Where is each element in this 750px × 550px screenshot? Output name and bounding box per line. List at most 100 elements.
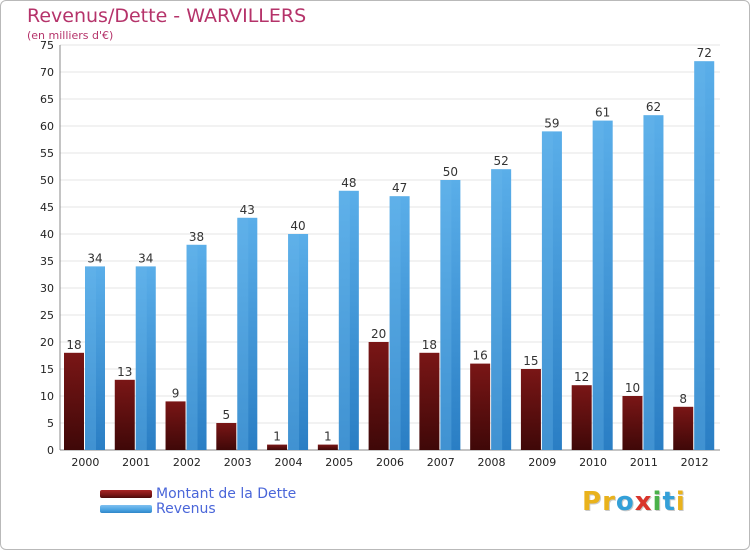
x-tick-label: 2012 <box>681 456 709 469</box>
bar-dette <box>267 444 288 450</box>
x-tick-label: 2009 <box>528 456 556 469</box>
bar-dette <box>470 363 491 450</box>
bar-revenus <box>237 217 258 450</box>
x-tick-label: 2010 <box>579 456 607 469</box>
x-tick-label: 2004 <box>274 456 302 469</box>
bar-revenus-highlight <box>694 61 706 450</box>
logo-letter: t <box>662 487 676 517</box>
bar-revenus <box>491 169 512 450</box>
bar-dette <box>216 423 237 450</box>
bar-revenus <box>694 61 715 450</box>
data-label-revenus: 40 <box>290 219 305 233</box>
data-label-revenus: 48 <box>341 176 356 190</box>
logo-letter: x <box>634 487 653 517</box>
data-label-dette: 8 <box>679 392 687 406</box>
bar-revenus-highlight <box>643 115 655 450</box>
bar-revenus <box>389 196 410 450</box>
y-tick-label: 75 <box>40 39 54 52</box>
data-label-dette: 13 <box>117 365 132 379</box>
bar-dette <box>520 369 541 450</box>
bar-revenus-highlight <box>338 190 350 451</box>
chart-title: Revenus/Dette - WARVILLERS <box>27 5 307 27</box>
data-label-revenus: 34 <box>138 251 153 265</box>
bar-revenus-highlight <box>491 169 503 450</box>
logo-letter: P <box>582 487 603 517</box>
data-label-dette: 18 <box>422 338 437 352</box>
y-tick-label: 35 <box>40 255 54 268</box>
bar-revenus <box>592 120 613 450</box>
data-label-revenus: 72 <box>697 46 712 60</box>
bar-revenus-highlight <box>85 266 96 450</box>
x-tick-label: 2001 <box>122 456 150 469</box>
data-label-revenus: 59 <box>544 116 559 130</box>
y-tick-label: 50 <box>40 174 54 187</box>
bar-dette <box>622 396 643 450</box>
data-label-revenus: 38 <box>189 230 204 244</box>
data-label-revenus: 43 <box>240 203 255 217</box>
y-tick-label: 10 <box>40 390 54 403</box>
y-tick-label: 0 <box>47 444 54 457</box>
y-tick-label: 5 <box>47 417 54 430</box>
data-label-dette: 1 <box>324 430 332 444</box>
bar-revenus-highlight <box>237 217 249 450</box>
y-tick-label: 70 <box>40 66 54 79</box>
x-tick-label: 2002 <box>173 456 201 469</box>
data-label-revenus: 34 <box>87 251 102 265</box>
data-label-revenus: 62 <box>646 100 661 114</box>
chart-subtitle: (en milliers d'€) <box>27 29 114 42</box>
y-tick-label: 65 <box>40 93 54 106</box>
data-label-dette: 20 <box>371 327 386 341</box>
data-label-revenus: 61 <box>595 106 610 120</box>
legend-label-dette: Montant de la Dette <box>156 486 297 502</box>
bar-dette <box>368 342 389 450</box>
logo-letter: o <box>615 487 635 517</box>
legend-label-revenus: Revenus <box>156 501 216 517</box>
bar-revenus-highlight <box>592 120 604 450</box>
x-tick-label: 2011 <box>630 456 658 469</box>
x-tick-label: 2007 <box>427 456 455 469</box>
y-tick-label: 40 <box>40 228 54 241</box>
data-label-revenus: 50 <box>443 165 458 179</box>
legend-swatch-dette <box>100 490 152 498</box>
bar-revenus-highlight <box>135 266 147 450</box>
bar-dette <box>317 444 338 450</box>
data-label-dette: 18 <box>66 338 81 352</box>
y-tick-label: 45 <box>40 201 54 214</box>
bar-revenus <box>440 180 461 450</box>
logo-letter: r <box>602 487 616 517</box>
bar-revenus <box>541 131 562 450</box>
data-label-dette: 16 <box>473 349 488 363</box>
bar-revenus <box>186 244 207 450</box>
data-label-revenus: 52 <box>494 154 509 168</box>
data-label-revenus: 47 <box>392 181 407 195</box>
legend-swatch-revenus <box>100 505 152 513</box>
logo-letter: i <box>675 487 686 517</box>
y-tick-label: 15 <box>40 363 54 376</box>
bar-dette <box>64 352 84 450</box>
bar-revenus <box>643 115 664 450</box>
data-label-dette: 12 <box>574 370 589 384</box>
bar-dette <box>419 352 440 450</box>
x-tick-label: 2006 <box>376 456 404 469</box>
data-label-dette: 10 <box>625 381 640 395</box>
bar-revenus-highlight <box>440 180 452 450</box>
bar-revenus <box>85 266 105 450</box>
x-tick-label: 2003 <box>224 456 252 469</box>
y-tick-label: 60 <box>40 120 54 133</box>
bar-revenus-highlight <box>541 131 553 450</box>
bar-revenus <box>288 234 309 450</box>
bar-revenus-highlight <box>288 234 300 450</box>
data-label-dette: 1 <box>273 430 281 444</box>
data-label-dette: 5 <box>222 408 230 422</box>
data-label-dette: 15 <box>523 354 538 368</box>
bar-revenus <box>135 266 156 450</box>
logo-letter: i <box>652 487 663 517</box>
bar-revenus-highlight <box>389 196 401 450</box>
y-tick-label: 20 <box>40 336 54 349</box>
bar-dette <box>571 385 592 450</box>
x-tick-label: 2008 <box>478 456 506 469</box>
proxiti-logo: Proxiti <box>582 487 686 517</box>
bar-revenus-highlight <box>186 244 198 450</box>
